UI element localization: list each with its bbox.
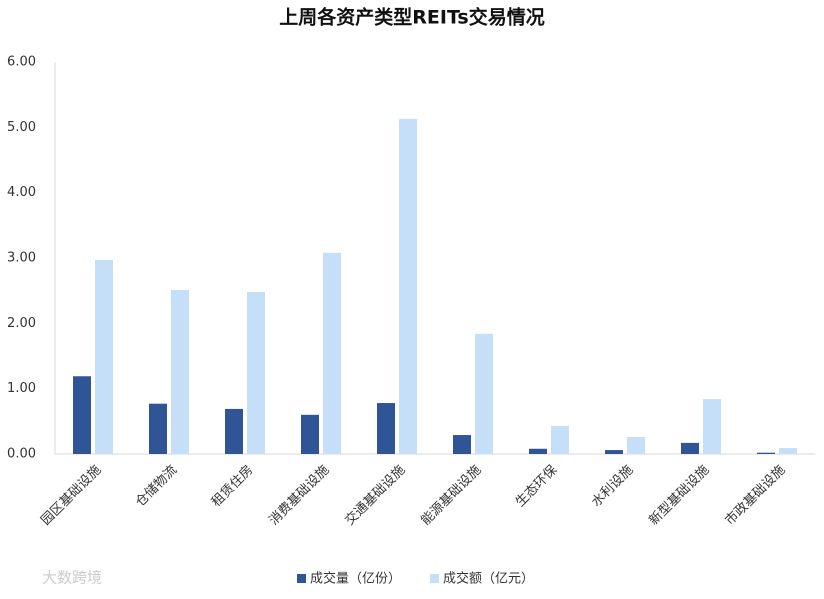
bar bbox=[757, 452, 775, 454]
x-tick-label: 仓储物流 bbox=[133, 463, 180, 510]
y-tick-label: 4.00 bbox=[7, 185, 36, 200]
x-tick-label: 交通基础设施 bbox=[342, 462, 408, 528]
x-tick-label: 租赁住房 bbox=[208, 462, 256, 510]
bar bbox=[247, 291, 265, 454]
x-tick-label: 园区基础设施 bbox=[39, 463, 105, 529]
bar bbox=[377, 403, 395, 454]
chart-title: 上周各资产类型REITs交易情况 bbox=[279, 6, 544, 29]
bar bbox=[779, 448, 797, 454]
x-tick-label: 能源基础设施 bbox=[419, 463, 485, 529]
bar bbox=[149, 403, 167, 454]
x-tick-label: 水利设施 bbox=[589, 463, 636, 510]
legend-label: 成交额（亿元） bbox=[443, 571, 534, 587]
x-tick-label: 消费基础设施 bbox=[267, 463, 333, 529]
bar bbox=[453, 435, 471, 454]
x-tick-label: 生态环保 bbox=[513, 463, 560, 510]
bar bbox=[681, 442, 699, 454]
bar bbox=[605, 450, 623, 454]
bar bbox=[399, 118, 417, 454]
bar bbox=[323, 252, 341, 454]
y-tick-label: 1.00 bbox=[7, 381, 36, 396]
x-tick-label: 新型基础设施 bbox=[646, 462, 712, 528]
bar bbox=[703, 399, 721, 454]
bar bbox=[73, 376, 91, 454]
bar bbox=[529, 448, 547, 454]
bar bbox=[627, 437, 645, 454]
bar bbox=[225, 408, 243, 454]
y-tick-label: 3.00 bbox=[7, 251, 36, 266]
watermark: 大数跨境 bbox=[42, 569, 102, 587]
bar bbox=[301, 414, 319, 454]
y-tick-label: 5.00 bbox=[7, 120, 36, 135]
bar bbox=[95, 259, 113, 454]
y-tick-label: 2.00 bbox=[7, 316, 36, 331]
y-tick-label: 6.00 bbox=[7, 55, 36, 70]
legend-label: 成交量（亿份） bbox=[310, 571, 401, 587]
y-tick-label: 0.00 bbox=[7, 447, 36, 462]
bar bbox=[551, 425, 569, 454]
bar bbox=[475, 333, 493, 454]
legend-swatch bbox=[430, 574, 439, 583]
x-tick-label: 市政基础设施 bbox=[722, 462, 788, 528]
bar bbox=[171, 290, 189, 454]
legend-swatch bbox=[297, 574, 306, 583]
